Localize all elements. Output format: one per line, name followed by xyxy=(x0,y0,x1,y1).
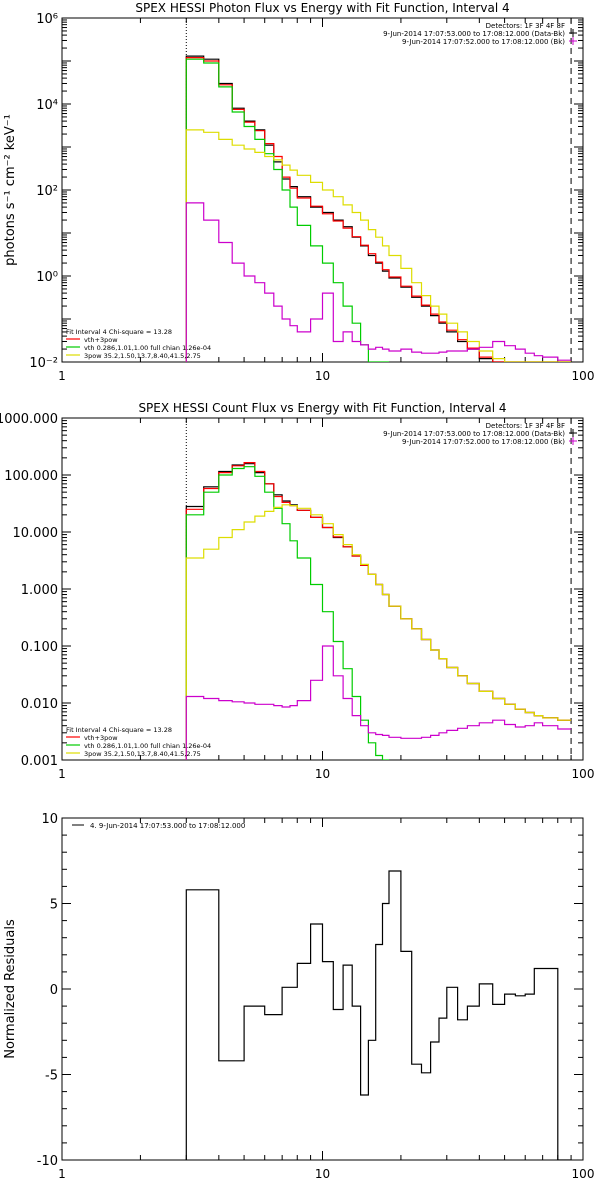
y-tick-label: 10⁰ xyxy=(36,270,58,285)
y-tick-label: -10 xyxy=(37,1154,58,1169)
y-tick-label: 1000.000 xyxy=(0,412,58,427)
legend-entry: 3pow 35.2,1.50,13.7,8.40,41.5,2.75 xyxy=(84,352,201,360)
series-line xyxy=(185,504,572,760)
legend-entry: vth+3pow xyxy=(84,734,118,742)
legend-entry: 4. 9-Jun-2014 17:07:53.000 to 17:08:12.0… xyxy=(90,822,245,830)
y-tick-label: 10⁻² xyxy=(29,356,58,371)
x-tick-label: 10 xyxy=(315,767,330,781)
x-tick-label: 100 xyxy=(572,1167,595,1181)
axes-frame xyxy=(61,817,584,1161)
series-vth xyxy=(185,58,389,362)
legend-entry: vth+3pow xyxy=(84,336,118,344)
series-data xyxy=(185,55,572,362)
data-layer xyxy=(185,870,572,1160)
legend-entry: Fit Interval 4 Chi-square = 13.28 xyxy=(66,328,172,336)
legend-entry: 3pow 35.2,1.50,13.7,8.40,41.5,2.75 xyxy=(84,750,201,758)
legend-entry: 9-Jun-2014 17:07:52.000 to 17:08:12.000 … xyxy=(402,38,565,46)
series-vth-3pow xyxy=(185,462,572,760)
series-line xyxy=(185,645,572,760)
series-line xyxy=(185,462,572,760)
y-tick-label: 5 xyxy=(50,898,58,913)
legend-entry: Fit Interval 4 Chi-square = 13.28 xyxy=(66,726,172,734)
series-bk xyxy=(185,202,572,362)
y-axis-label: Normalized Residuals xyxy=(3,919,18,1059)
series-line xyxy=(185,129,572,362)
series-data xyxy=(185,463,572,760)
x-tick-label: 1 xyxy=(58,767,66,781)
y-tick-label: 0 xyxy=(50,983,58,998)
legend-entry: vth 0.286,1.01,1.00 full chian 1.26e-04 xyxy=(84,742,211,750)
legend-entry: 9-Jun-2014 17:07:53.000 to 17:08:12.000 … xyxy=(383,30,565,38)
chart-panel-1: SPEX HESSI Photon Flux vs Energy with Fi… xyxy=(3,1,594,383)
series-bk xyxy=(185,645,572,760)
y-tick-label: -5 xyxy=(45,1069,58,1084)
y-axis-label: photons s⁻¹ cm⁻² keV⁻¹ xyxy=(3,114,18,266)
x-tick-label: 10 xyxy=(315,1167,330,1181)
y-tick-label: 0.001 xyxy=(21,754,58,769)
x-tick-label: 100 xyxy=(572,767,595,781)
data-layer xyxy=(185,55,572,362)
series-line xyxy=(185,202,572,362)
chart-title: SPEX HESSI Count Flux vs Energy with Fit… xyxy=(138,401,506,415)
x-tick-label: 100 xyxy=(572,369,595,383)
series-residuals xyxy=(185,870,572,1160)
y-tick-label: 10 xyxy=(41,812,58,827)
y-tick-label: 10.000 xyxy=(13,526,59,541)
series-line xyxy=(185,466,389,760)
series-vth-3pow xyxy=(185,57,572,362)
series-3pow xyxy=(185,129,572,362)
chart-panel-3: 1 10 100 -10 -5 0 5 10 Normalized Residuals 4. 9-… xyxy=(3,812,594,1181)
series-line xyxy=(185,463,572,760)
y-tick-label: 1.000 xyxy=(21,583,58,598)
x-tick-label: 10 xyxy=(315,369,330,383)
x-tick-label: 1 xyxy=(58,369,66,383)
series-vth xyxy=(185,466,389,760)
legend-entry: 9-Jun-2014 17:07:53.000 to 17:08:12.000 … xyxy=(383,430,565,438)
chart-title: SPEX HESSI Photon Flux vs Energy with Fi… xyxy=(135,1,509,15)
chart-panel-2: SPEX HESSI Count Flux vs Energy with Fit… xyxy=(0,401,594,781)
y-tick-label: 0.010 xyxy=(21,697,58,712)
y-tick-label: 0.100 xyxy=(21,640,58,655)
series-line xyxy=(185,870,572,1160)
y-tick-label: 10² xyxy=(36,184,58,199)
legend-entry: Detectors: 1F 3F 4F 8F xyxy=(486,22,565,30)
legend-entry: Detectors: 1F 3F 4F 8F xyxy=(486,422,565,430)
series-3pow xyxy=(185,504,572,760)
y-tick-label: 10⁴ xyxy=(36,98,58,113)
series-line xyxy=(185,55,572,362)
data-layer xyxy=(185,462,572,760)
y-tick-label: 10⁶ xyxy=(36,12,58,27)
x-tick-label: 1 xyxy=(58,1167,66,1181)
y-tick-label: 100.000 xyxy=(4,469,58,484)
series-line xyxy=(185,57,572,362)
series-line xyxy=(185,58,389,362)
legend-entry: vth 0.286,1.01,1.00 full chian 1.26e-04 xyxy=(84,344,211,352)
legend-entry: 9-Jun-2014 17:07:52.000 to 17:08:12.000 … xyxy=(402,438,565,446)
